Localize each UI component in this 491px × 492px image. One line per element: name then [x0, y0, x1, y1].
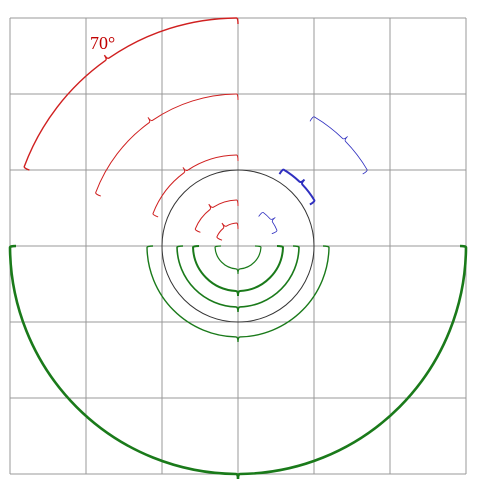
- arc-brace: [95, 93, 239, 197]
- arc-brace: [152, 154, 239, 218]
- arc-brace: [176, 245, 300, 313]
- arc-brace: [258, 211, 278, 235]
- arc-brace: [194, 199, 239, 233]
- arc-brace: [23, 17, 239, 171]
- angle-label: 70°: [90, 33, 115, 53]
- arc-brace: [146, 245, 330, 343]
- arc-brace: [214, 245, 262, 275]
- arc-brace: [216, 222, 239, 241]
- arc-brace: [278, 168, 316, 206]
- arc-brace: [309, 116, 368, 175]
- arc-brace: [8, 244, 468, 480]
- arc-brace: [192, 245, 284, 297]
- circle: [161, 169, 315, 323]
- grid: [9, 17, 467, 475]
